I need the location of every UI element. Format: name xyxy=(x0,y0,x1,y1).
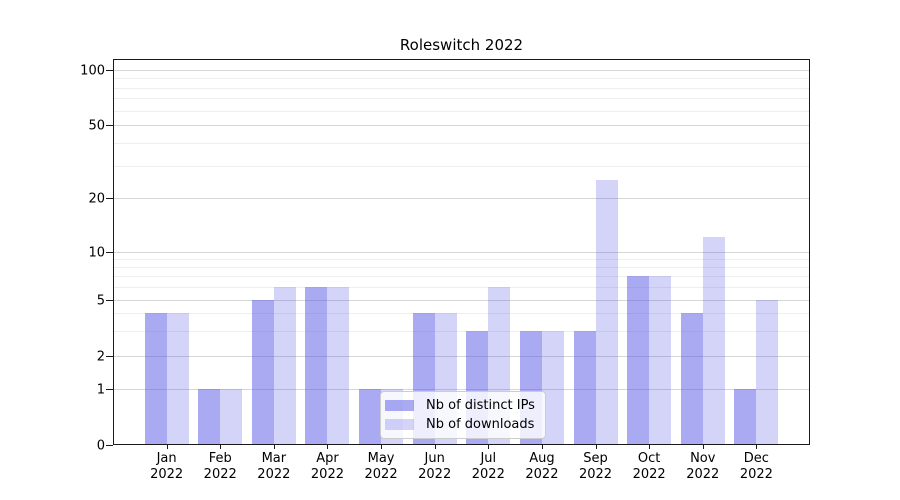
legend-label: Nb of downloads xyxy=(426,417,535,432)
minor-gridline xyxy=(114,286,809,288)
x-tick-label: Aug 2022 xyxy=(525,451,559,482)
minor-gridline xyxy=(114,266,809,268)
x-tick-label: Apr 2022 xyxy=(310,451,344,482)
y-tick-mark xyxy=(106,125,113,126)
y-tick-mark xyxy=(106,299,113,301)
minor-gridline xyxy=(114,313,809,315)
bar-distinct-ips xyxy=(627,276,650,444)
x-tick-mark xyxy=(488,445,490,449)
plot-area xyxy=(113,59,810,445)
y-tick-label: 1 xyxy=(96,382,105,398)
y-tick-mark xyxy=(106,356,113,357)
y-tick-label: 100 xyxy=(80,63,105,79)
x-tick-mark xyxy=(381,445,383,449)
bar-distinct-ips xyxy=(573,330,596,444)
y-tick-mark xyxy=(106,445,113,446)
x-tick-mark xyxy=(220,445,222,449)
bar-distinct-ips xyxy=(198,389,221,444)
y-tick-label: 2 xyxy=(96,349,105,365)
x-tick-mark xyxy=(702,445,704,449)
minor-gridline xyxy=(114,142,809,144)
x-tick-label: Dec 2022 xyxy=(739,451,773,482)
bar-downloads xyxy=(595,180,618,444)
legend-swatch-downloads xyxy=(385,419,414,430)
y-tick-mark xyxy=(106,198,113,199)
x-tick-mark xyxy=(273,445,275,449)
bar-distinct-ips xyxy=(680,313,703,444)
x-tick-label: Jun 2022 xyxy=(418,451,452,482)
y-tick-mark xyxy=(106,251,113,253)
x-tick-mark xyxy=(541,445,543,449)
x-tick-label: Oct 2022 xyxy=(632,451,666,482)
bar-downloads xyxy=(756,299,779,444)
bar-downloads xyxy=(273,286,296,444)
x-tick-mark xyxy=(434,445,436,449)
x-tick-label: Nov 2022 xyxy=(686,451,720,482)
legend-swatch-distinct-ips xyxy=(385,400,414,411)
minor-gridline xyxy=(114,258,809,260)
major-gridline xyxy=(114,70,809,71)
x-tick-label: Mar 2022 xyxy=(257,451,291,482)
minor-gridline xyxy=(114,330,809,332)
x-tick-label: Jul 2022 xyxy=(471,451,505,482)
legend-entry: Nb of distinct IPs xyxy=(385,396,539,415)
chart-title: Roleswitch 2022 xyxy=(399,36,524,54)
bar-distinct-ips xyxy=(359,389,382,444)
minor-gridline xyxy=(114,87,809,89)
bar-downloads xyxy=(220,389,243,444)
y-tick-label: 50 xyxy=(88,118,105,134)
bar-distinct-ips xyxy=(144,313,167,444)
x-tick-mark xyxy=(327,445,329,449)
x-tick-label: Sep 2022 xyxy=(578,451,613,482)
minor-gridline xyxy=(114,165,809,167)
y-tick-mark xyxy=(106,70,113,71)
bar-distinct-ips xyxy=(251,299,274,444)
minor-gridline xyxy=(114,78,809,80)
y-tick-label: 5 xyxy=(96,293,105,308)
bar-distinct-ips xyxy=(305,286,328,444)
major-gridline xyxy=(114,299,809,301)
major-gridline xyxy=(114,389,809,390)
x-tick-label: Feb 2022 xyxy=(203,451,237,482)
major-gridline xyxy=(114,125,809,126)
bar-downloads xyxy=(166,313,189,444)
x-tick-mark xyxy=(595,445,597,449)
bar-downloads xyxy=(327,286,350,444)
x-tick-label: May 2022 xyxy=(364,451,398,482)
major-gridline xyxy=(114,356,809,357)
legend-entry: Nb of downloads xyxy=(385,415,539,434)
minor-gridline xyxy=(114,98,809,100)
legend: Nb of distinct IPs Nb of downloads xyxy=(380,391,546,439)
bar-downloads xyxy=(541,330,564,444)
y-tick-mark xyxy=(106,389,113,390)
bar-downloads xyxy=(702,237,725,444)
y-tick-label: 0 xyxy=(96,438,105,454)
minor-gridline xyxy=(114,110,809,112)
major-gridline xyxy=(114,198,809,199)
y-tick-label: 10 xyxy=(88,245,105,260)
x-tick-label: Jan 2022 xyxy=(150,451,184,482)
bar-distinct-ips xyxy=(734,389,757,444)
minor-gridline xyxy=(114,276,809,278)
x-tick-mark xyxy=(166,445,168,449)
major-gridline xyxy=(114,251,809,253)
legend-label: Nb of distinct IPs xyxy=(426,398,535,413)
x-tick-mark xyxy=(649,445,651,449)
x-tick-mark xyxy=(756,445,758,449)
bar-downloads xyxy=(649,276,672,444)
y-tick-label: 20 xyxy=(88,191,105,207)
